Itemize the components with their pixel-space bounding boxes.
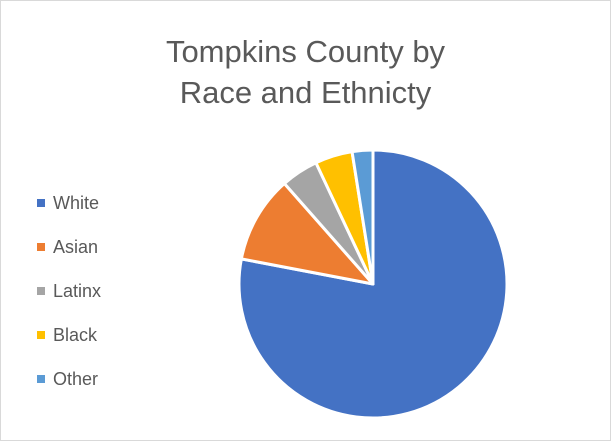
pie-svg <box>237 148 509 420</box>
legend-swatch-white <box>37 199 45 207</box>
legend-label-white: White <box>53 192 100 213</box>
chart-title: Tompkins County by Race and Ethnicty <box>1 31 610 113</box>
legend-swatch-other <box>37 375 45 383</box>
legend-swatch-black <box>37 331 45 339</box>
chart-title-line-1: Tompkins County by <box>165 34 446 69</box>
legend-item-white: White <box>37 181 147 225</box>
legend-swatch-asian <box>37 243 45 251</box>
legend: White Asian Latinx Black Other <box>37 181 147 401</box>
legend-item-other: Other <box>37 357 147 401</box>
chart-title-line-2: Race and Ethnicty <box>179 75 432 110</box>
legend-swatch-latinx <box>37 287 45 295</box>
legend-label-asian: Asian <box>53 236 99 257</box>
legend-label-latinx: Latinx <box>53 280 102 301</box>
legend-item-latinx: Latinx <box>37 269 147 313</box>
legend-item-asian: Asian <box>37 225 147 269</box>
legend-item-black: Black <box>37 313 147 357</box>
legend-label-other: Other <box>53 368 99 389</box>
pie-slice-asian <box>239 181 375 286</box>
pie-slice-other <box>350 148 375 286</box>
pie-chart <box>233 144 513 424</box>
legend-label-black: Black <box>53 324 98 345</box>
